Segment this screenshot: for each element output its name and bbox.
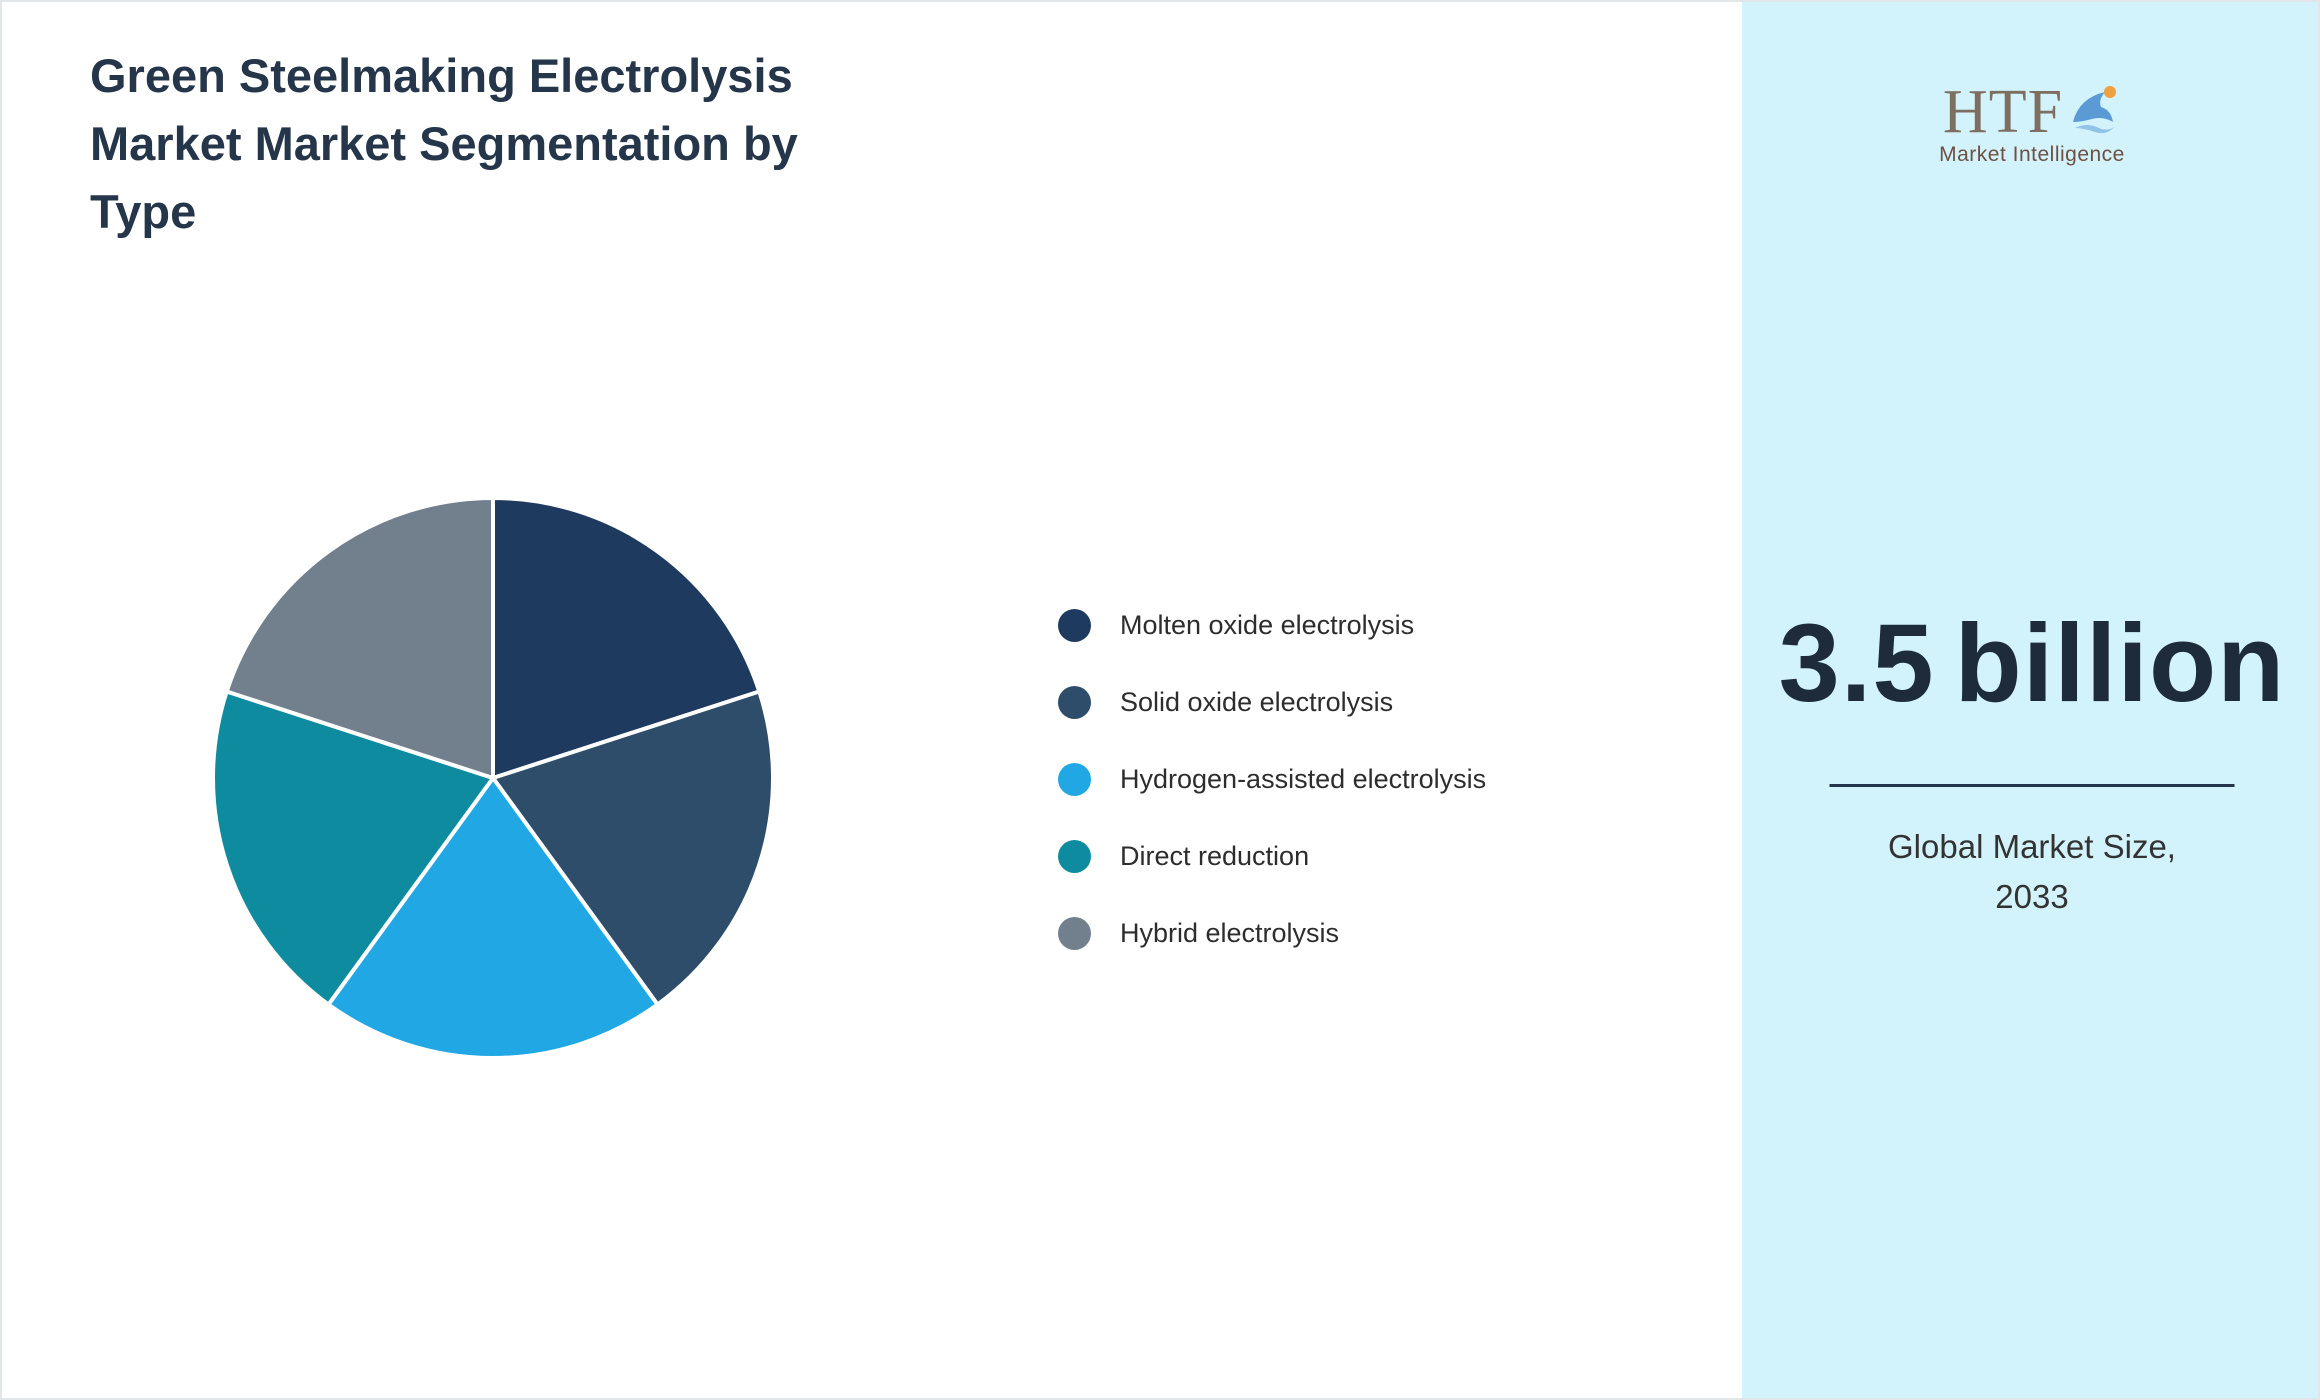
legend-label: Molten oxide electrolysis <box>1120 609 1415 640</box>
htf-logo: HTF Market Intelligence <box>1742 78 2318 167</box>
legend-label: Direct reduction <box>1120 840 1310 871</box>
htf-logo-dolphin-icon <box>2065 80 2121 141</box>
legend-item: Solid oxide electrolysis <box>1058 685 1486 719</box>
pie-chart-svg <box>211 496 775 1060</box>
market-size-label: Global Market Size, 2033 <box>1888 828 2176 915</box>
market-size-unit: billion <box>1954 602 2286 725</box>
side-panel: HTF Market Intelligence 3.5 billion Glob… <box>1742 2 2318 1398</box>
pie-slice <box>326 776 660 1060</box>
pie-slice <box>491 689 775 1007</box>
pie-chart <box>207 492 779 1064</box>
divider-line <box>1829 784 2235 787</box>
pie-slice <box>211 689 495 1007</box>
legend-item: Hydrogen-assisted electrolysis <box>1058 762 1486 796</box>
legend-dot-icon <box>1058 916 1091 950</box>
htf-logo-text: HTF <box>1942 78 2064 146</box>
legend-item: Hybrid electrolysis <box>1058 916 1486 950</box>
legend-label: Hybrid electrolysis <box>1120 917 1340 948</box>
htf-logo-subtext: Market Intelligence <box>1939 143 2125 166</box>
legend-label: Solid oxide electrolysis <box>1120 686 1394 717</box>
legend-item: Direct reduction <box>1058 839 1486 873</box>
market-size-value: 3.5 <box>1778 602 1935 725</box>
pie-slice <box>224 496 495 780</box>
chart-legend: Molten oxide electrolysis Solid oxide ele… <box>1058 608 1486 993</box>
legend-dot-icon <box>1058 762 1091 796</box>
legend-dot-icon <box>1058 685 1091 719</box>
chart-title: Green Steelmaking Electrolysis Market Ma… <box>90 49 798 238</box>
legend-item: Molten oxide electrolysis <box>1058 608 1486 642</box>
legend-dot-icon <box>1058 608 1091 642</box>
pie-slice <box>491 496 762 780</box>
legend-dot-icon <box>1058 839 1091 873</box>
market-size: 3.5 billion <box>1742 600 2318 727</box>
legend-label: Hydrogen-assisted electrolysis <box>1120 763 1487 794</box>
htf-logo-row: HTF <box>1742 78 2318 146</box>
